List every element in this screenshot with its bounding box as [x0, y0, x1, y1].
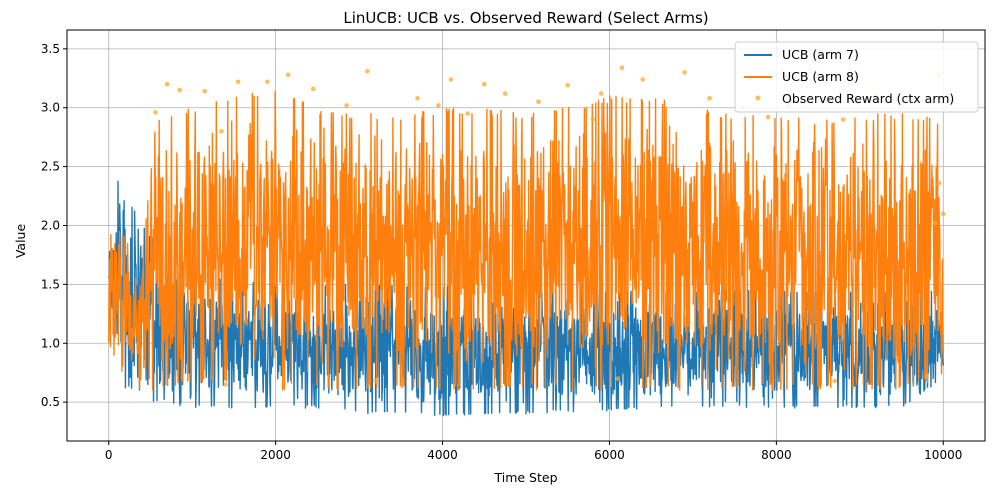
observed-reward-point	[640, 77, 646, 82]
observed-reward-point	[373, 378, 379, 384]
plot-frame	[66, 29, 986, 442]
observed-reward-point	[223, 382, 228, 387]
observed-reward-point	[765, 114, 771, 120]
legend-label-arm8: UCB (arm 8)	[782, 69, 859, 84]
series-layer	[108, 65, 946, 417]
x-axis-label: Time Step	[493, 470, 557, 485]
observed-reward-point	[565, 83, 570, 88]
observed-reward-point	[265, 79, 270, 85]
observed-reward-point	[502, 91, 508, 96]
observed-reward-point	[436, 103, 441, 108]
observed-reward-point	[536, 99, 541, 105]
legend-label-arm7: UCB (arm 7)	[782, 47, 859, 62]
observed-reward-point	[219, 129, 224, 134]
observed-reward-point	[619, 65, 625, 70]
observed-reward-point	[164, 81, 170, 87]
x-tick-label: 0	[105, 448, 113, 462]
observed-reward-point	[941, 211, 946, 216]
observed-reward-point	[448, 77, 454, 82]
observed-reward-point	[924, 373, 929, 379]
y-axis: 0.5 1.0 1.5 2.0 2.5 3.0 3.5	[41, 42, 67, 409]
y-tick-label: 0.5	[41, 395, 60, 409]
observed-reward-point	[682, 70, 687, 75]
observed-reward-point	[936, 180, 942, 186]
series-line-ucb-arm7	[108, 180, 944, 417]
observed-reward-point	[598, 91, 604, 96]
observed-reward-point	[365, 68, 370, 74]
x-tick-label: 8000	[761, 448, 792, 462]
observed-reward-point	[202, 88, 207, 94]
legend-swatch-observed	[755, 95, 761, 101]
observed-reward-point	[482, 81, 487, 87]
observed-reward-point	[615, 376, 621, 381]
observed-reward-point	[285, 72, 291, 78]
observed-reward-point	[840, 117, 846, 122]
legend-label-observed: Observed Reward (ctx arm)	[782, 91, 954, 106]
observed-reward-point	[235, 79, 241, 85]
x-tick-label: 2000	[260, 448, 291, 462]
observed-reward-point	[932, 220, 938, 226]
y-tick-label: 2.0	[41, 218, 60, 232]
x-tick-label: 10000	[924, 448, 962, 462]
y-tick-label: 2.5	[41, 160, 60, 174]
observed-reward-point	[177, 87, 182, 93]
x-tick-label: 4000	[427, 448, 458, 462]
y-tick-label: 3.5	[41, 42, 60, 56]
observed-reward-point	[707, 96, 712, 101]
observed-reward-point	[832, 378, 838, 384]
observed-reward-point	[590, 117, 596, 122]
observed-reward-point	[310, 86, 316, 92]
x-tick-label: 6000	[594, 448, 625, 462]
series-line-ucb-arm8	[108, 90, 944, 391]
y-axis-label: Value	[13, 224, 28, 259]
y-tick-label: 3.0	[41, 101, 60, 115]
observed-reward-point	[153, 110, 158, 115]
chart-title: LinUCB: UCB vs. Observed Reward (Select …	[343, 9, 708, 27]
legend-box	[734, 41, 979, 113]
observed-reward-point	[415, 96, 420, 101]
legend: UCB (arm 7) UCB (arm 8) Observed Reward …	[734, 41, 979, 113]
observed-reward-point	[344, 103, 349, 108]
x-axis: 0 2000 4000 6000 8000 10000	[105, 441, 962, 462]
y-tick-label: 1.5	[41, 277, 60, 291]
observed-reward-point	[465, 111, 470, 116]
y-tick-label: 1.0	[41, 336, 60, 350]
